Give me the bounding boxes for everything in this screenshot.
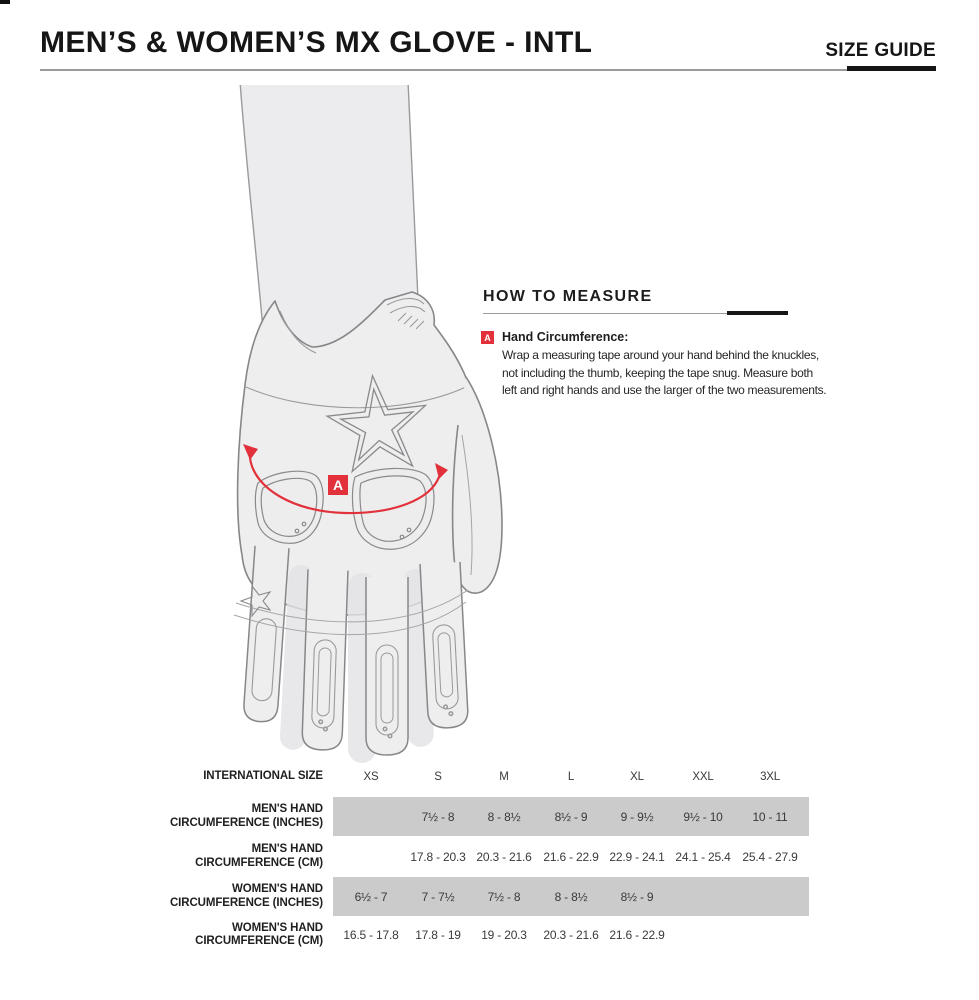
thumb-shape (451, 376, 503, 594)
row-label: MEN'S HAND CIRCUMFERENCE (INCHES) (169, 803, 323, 829)
table-cell: 9½ - 10 (683, 809, 723, 824)
page-title: MEN’S & WOMEN’S MX GLOVE - INTL (40, 26, 593, 59)
table-cell: 24.1 - 25.4 (675, 849, 731, 864)
table-row-womens-cm: WOMEN'S HAND CIRCUMFERENCE (CM) 16.5 - 1… (0, 916, 979, 954)
measure-item-label: Hand Circumference: (502, 330, 629, 344)
size-guide-tab[interactable]: SIZE GUIDE (825, 40, 936, 61)
table-cell: 7 - 7½ (421, 889, 455, 904)
finger-seams (233, 589, 469, 636)
table-cell: 19 - 20.3 (481, 928, 527, 942)
table-cell: 8½ - 9 (620, 889, 654, 904)
table-cell: 21.6 - 22.9 (609, 928, 665, 942)
row-shade (333, 797, 809, 836)
table-cell: 20.3 - 21.6 (543, 928, 599, 942)
row-header-label: INTERNATIONAL SIZE (203, 770, 323, 783)
table-cell: 22.9 - 24.1 (609, 849, 665, 864)
small-star-logo (239, 584, 272, 618)
table-cell (338, 836, 404, 877)
table-cell: 8 - 8½ (554, 889, 588, 904)
row-shade (333, 877, 809, 916)
table-cell (737, 916, 803, 954)
cuff-details (245, 297, 471, 409)
measuring-tape (243, 444, 448, 515)
table-cell: 25.4 - 27.9 (742, 849, 798, 864)
col-header-s: S (434, 771, 442, 783)
col-header-m: M (499, 771, 509, 783)
tape-arrow-left (243, 444, 258, 460)
finger-ring (301, 569, 349, 751)
size-guide-underline (847, 66, 936, 71)
measure-divider (483, 313, 788, 314)
table-row-mens-inches: MEN'S HAND CIRCUMFERENCE (INCHES) 7½ - 8… (0, 797, 979, 836)
a-marker-legend-badge: A (481, 331, 494, 344)
table-cell: 9 - 9½ (620, 809, 654, 824)
finger-middle (365, 577, 409, 756)
table-cell: 21.6 - 22.9 (543, 849, 599, 864)
table-cell: 7½ - 8 (421, 809, 455, 824)
row-label: MEN'S HAND CIRCUMFERENCE (CM) (195, 843, 323, 869)
row-label: WOMEN'S HAND CIRCUMFERENCE (CM) (195, 921, 323, 948)
table-row-mens-cm: MEN'S HAND CIRCUMFERENCE (CM) 17.8 - 20.… (0, 836, 979, 877)
measure-text-line3: left and right hands and use the larger … (502, 383, 827, 397)
table-cell: 7½ - 8 (487, 889, 521, 904)
table-cell (670, 916, 736, 954)
how-to-measure-heading: HOW TO MEASURE (483, 288, 653, 305)
col-header-xxl: XXL (692, 771, 714, 783)
table-cell: 6½ - 7 (354, 889, 388, 904)
table-cell: 8 - 8½ (487, 809, 521, 824)
table-cell (670, 877, 736, 916)
table-cell: 17.8 - 19 (415, 928, 461, 942)
star-logo (325, 373, 428, 474)
finger-index (419, 561, 469, 729)
knuckle-pads (254, 467, 435, 550)
thumb-seam (461, 434, 473, 576)
measure-item-description: Wrap a measuring tape around your hand b… (502, 347, 827, 400)
table-cell: 10 - 11 (752, 809, 788, 824)
header-divider (40, 69, 936, 71)
size-table-header-row: INTERNATIONAL SIZE XS S M L XL XXL 3XL (0, 768, 979, 786)
table-cell: 16.5 - 17.8 (343, 928, 399, 942)
table-row-womens-inches: WOMEN'S HAND CIRCUMFERENCE (INCHES) 6½ -… (0, 877, 979, 916)
corner-artifact (0, 0, 10, 4)
table-cell (338, 797, 404, 836)
table-cell: 20.3 - 21.6 (476, 849, 532, 864)
glove-svg: A (233, 80, 503, 763)
col-header-xl: XL (630, 771, 644, 783)
col-header-l: L (567, 771, 575, 783)
glove-illustration: A (150, 80, 570, 765)
table-cell: 17.8 - 20.3 (410, 849, 466, 864)
svg-text:A: A (333, 477, 343, 493)
table-cell (737, 877, 803, 916)
table-cell: 8½ - 9 (554, 809, 588, 824)
row-label: WOMEN'S HAND CIRCUMFERENCE (INCHES) (169, 883, 323, 909)
how-to-measure-section: HOW TO MEASURE A Hand Circumference: Wra… (481, 288, 827, 397)
col-header-xs: XS (363, 771, 379, 783)
measure-text-line2: not including the thumb, keeping the tap… (502, 365, 813, 380)
tape-arrow-right (435, 463, 448, 479)
col-header-3xl: 3XL (760, 771, 780, 783)
fingers (243, 545, 469, 756)
measure-text-line1: Wrap a measuring tape around your hand b… (502, 348, 819, 362)
marker-a-badge: A (328, 475, 348, 495)
measure-divider-accent (727, 311, 788, 315)
